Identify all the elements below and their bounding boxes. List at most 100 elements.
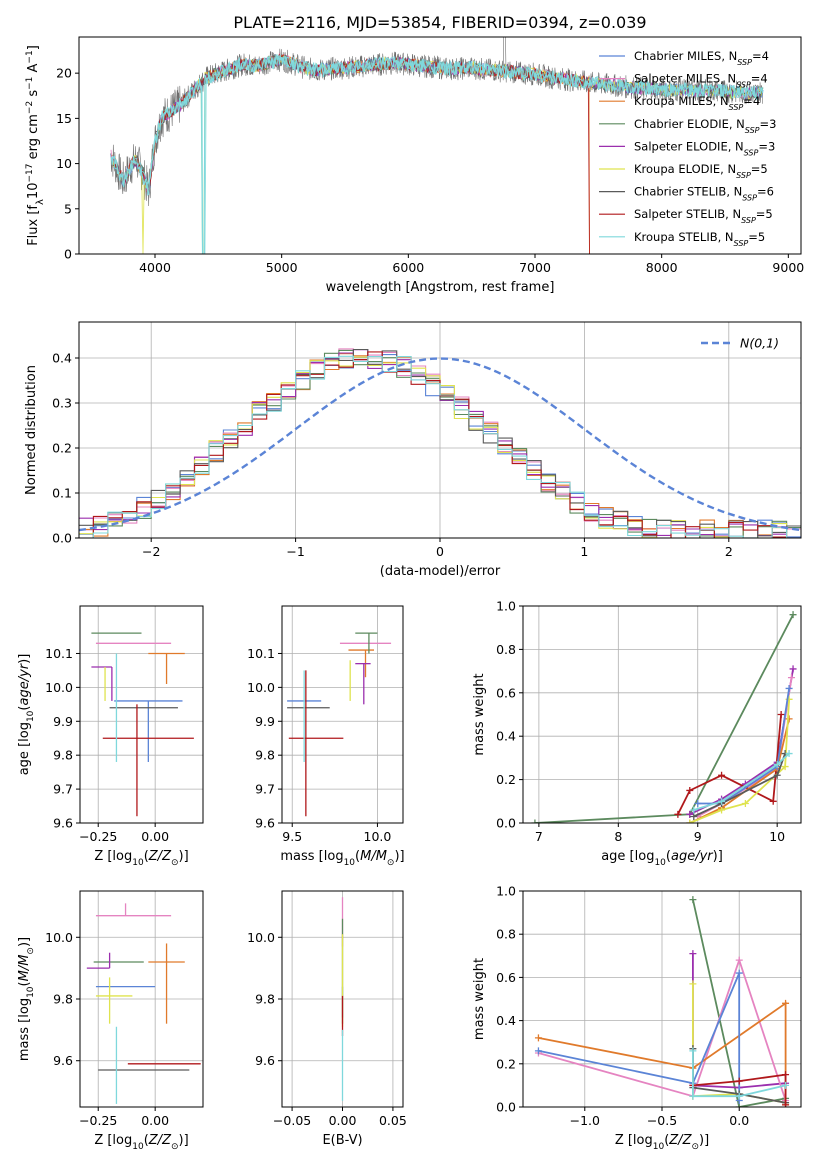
label-part: mass [log [280,849,343,864]
weight-marker [782,1071,790,1079]
legend: N(0,1) [701,336,779,351]
x-tick-label: 8000 [646,260,678,275]
x-tick-label: −1.0 [570,1113,600,1128]
legend-entry: N(0,1) [740,336,779,351]
weight-marker [781,763,789,771]
label-part: ( [144,1133,149,1148]
label-part: Kroupa MILES, N [634,94,729,108]
label-part: SSP [737,58,752,67]
weight-marker [718,797,726,805]
label-part: M/M [17,955,32,982]
y-tick-label: 0.4 [496,729,516,744]
weight-marker [689,1092,697,1100]
errorbar-point [91,666,113,701]
weight-line [697,688,790,805]
x-tick-label: 0.0 [729,1113,749,1128]
label-part: λ [35,199,46,205]
x-axis-label: Z [log10(Z/Z⊙)] [94,1133,188,1152]
y-tick-label: 9.6 [255,1053,275,1068]
weight-line [689,718,790,823]
y-tick-label: 10.1 [247,646,275,661]
legend-entry: Chabrier MILES, NSSP=4 [634,49,769,67]
weight-line [693,752,790,811]
x-tick-label: 1 [580,544,588,559]
label-part: M/M [360,849,387,864]
x-tick-label: 0.00 [141,1113,169,1128]
label-part: )] [17,654,32,664]
x-axis-label: (data-model)/error [380,564,501,579]
x-axis-label: wavelength [Angstrom, rest frame] [326,280,555,295]
y-tick-label: 20 [56,66,72,81]
label-part: SSP [736,171,751,180]
y-tick-label: 0.2 [496,772,516,787]
y-tick-label: 10.0 [247,930,275,945]
y-axis-label: Flux [fλ10−17 erg cm−2 s−1 A−1] [25,45,46,246]
label-part: )] [179,1133,189,1148]
legend-entry: Chabrier ELODIE, NSSP=3 [634,117,776,135]
label-part: −17 [25,164,35,183]
weight-marker [785,684,793,692]
weight-line [538,972,741,1101]
grid-lines [79,322,801,539]
x-tick-label: 0.05 [379,1113,407,1128]
label-part: 10 [653,1142,665,1152]
label-part: Kroupa STELIB, N [634,230,734,244]
weight-line [692,1073,787,1105]
errorbar-point [86,952,111,969]
weight-marker [789,611,797,619]
label-part: ( [17,706,32,711]
weight-marker [689,1047,697,1055]
y-axis-label: mass weight [472,958,487,1040]
y-tick-label: 0.4 [496,1013,516,1028]
weight-series [686,695,793,823]
label-part: Kroupa ELODIE, N [634,162,736,176]
label-part: s [26,90,41,101]
label-part: ( [17,981,32,986]
plot-area [79,348,801,538]
x-tick-label: 0 [436,544,444,559]
x-tick-label: −2 [142,544,160,559]
weight-line [692,899,786,1107]
errorbar-point [148,943,185,1024]
weight-marker [686,810,694,818]
weight-marker [690,806,698,814]
y-axis-label: Normed distribution [24,365,39,495]
x-tick-label: 7 [535,829,543,844]
weight-series [674,711,785,818]
label-part: 10 [132,1142,144,1152]
label-part: erg cm [26,114,41,163]
label-part: ] [26,45,41,50]
weight-marker [735,956,743,964]
label-part: age [log [17,722,32,775]
y-tick-label: 10.0 [45,680,73,695]
label-part: ( [355,849,360,864]
y-tick-label: 0.6 [496,970,516,985]
label-part: −2 [25,101,35,114]
legend-entry: Salpeter STELIB, NSSP=5 [634,207,773,225]
label-part: SSP [741,216,756,225]
x-axis-label: Z [log10(Z/Z⊙)] [94,849,188,868]
weight-marker [686,819,694,823]
label-part: age/yr [17,662,32,705]
plot-area [534,896,790,1107]
errorbar-point [95,903,172,917]
label-part: age/yr [671,849,714,864]
y-tick-label: 9.8 [255,992,275,1007]
plot-area [86,903,201,1104]
weight-marker [789,665,797,673]
weight-marker [689,950,697,958]
plot-area [531,611,797,823]
weight-marker [534,1034,542,1042]
weight-series [531,611,797,823]
axes-frame [522,605,802,824]
label-part: =4 [751,72,768,86]
label-part: age [log [601,849,654,864]
grid-lines [80,891,203,1107]
label-part: Z [log [94,849,132,864]
y-tick-label: 0.8 [496,927,516,942]
y-tick-label: 10.0 [45,930,73,945]
label-part: 10 [654,858,666,868]
grid-lines [80,606,203,824]
x-axis-label: mass [log10(M/M⊙)] [280,849,404,868]
